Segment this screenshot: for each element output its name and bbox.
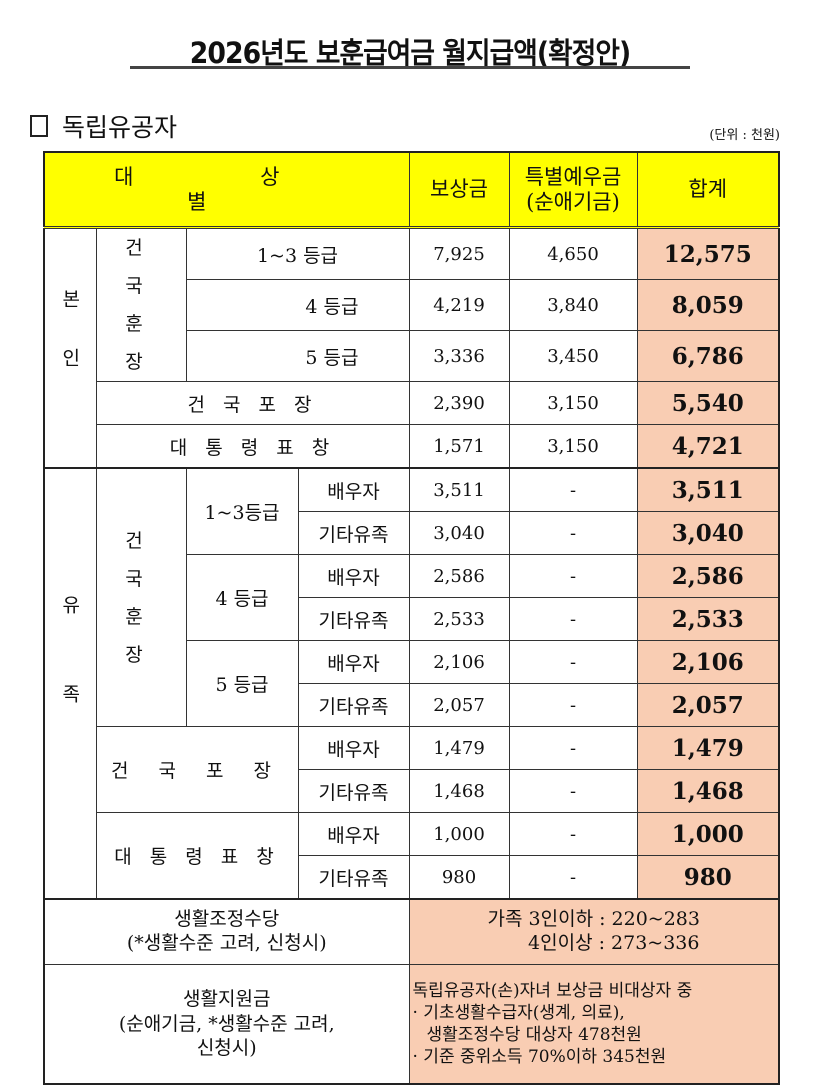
recipient-type: 기타유족 [297, 855, 410, 900]
special-cell: - [508, 554, 638, 598]
special-cell: 3,840 [508, 279, 638, 332]
row-label: 1~3 등급 [185, 226, 410, 281]
total-cell: 4,721 [636, 424, 780, 469]
compensation-cell: 2,390 [408, 381, 510, 425]
total-cell: 980 [636, 855, 780, 900]
compensation-cell: 980 [408, 855, 510, 900]
special-cell: - [508, 597, 638, 641]
living-support-label: 생활지원금 (순애기금, *생활수준 고려, 신청시) [43, 964, 410, 1085]
payment-table: 대 상 별 보상금 특별예우금 (순애기금) 합계 본인 건 국 훈 장 1~3 … [43, 151, 780, 1085]
compensation-cell: 1,000 [408, 812, 510, 856]
special-cell: 3,150 [508, 424, 638, 469]
row-label: 5 등급 [185, 330, 410, 382]
special-cell: 3,150 [508, 381, 638, 425]
recipient-type: 배우자 [297, 726, 410, 770]
total-cell: 1,479 [636, 726, 780, 770]
total-cell: 8,059 [636, 279, 780, 332]
total-cell: 2,106 [636, 640, 780, 684]
total-cell: 5,540 [636, 381, 780, 425]
special-cell: - [508, 726, 638, 770]
total-cell: 2,533 [636, 597, 780, 641]
section-heading: 독립유공자 [30, 108, 177, 144]
compensation-cell: 2,533 [408, 597, 510, 641]
special-cell: - [508, 467, 638, 512]
total-cell: 2,057 [636, 683, 780, 727]
total-cell: 1,000 [636, 812, 780, 856]
title-underline [130, 66, 690, 69]
recipient-type: 배우자 [297, 640, 410, 684]
compensation-cell: 2,106 [408, 640, 510, 684]
citation-label: 대 통 령 표 창 [95, 812, 299, 900]
special-cell: 4,650 [508, 226, 638, 281]
compensation-cell: 4,219 [408, 279, 510, 332]
group-bereaved: 유족 [43, 467, 97, 900]
grade-label: 4 등급 [185, 554, 299, 641]
page-title: 2026년도 보훈급여금 월지급액(확정안) [189, 36, 632, 70]
compensation-cell: 1,468 [408, 769, 510, 813]
compensation-cell: 1,571 [408, 424, 510, 469]
unit-label: (단위 : 천원) [709, 128, 780, 143]
header-compensation: 보상금 [408, 151, 510, 229]
recipient-type: 기타유족 [297, 769, 410, 813]
square-bullet-icon [30, 115, 48, 137]
compensation-cell: 3,511 [408, 467, 510, 512]
compensation-cell: 7,925 [408, 226, 510, 281]
section-title: 독립유공자 [62, 113, 178, 142]
recipient-type: 배우자 [297, 554, 410, 598]
grade-label: 1~3등급 [185, 467, 299, 555]
recipient-type: 기타유족 [297, 597, 410, 641]
total-cell: 2,586 [636, 554, 780, 598]
compensation-cell: 2,057 [408, 683, 510, 727]
recipient-type: 기타유족 [297, 511, 410, 555]
special-cell: - [508, 511, 638, 555]
header-special: 특별예우금 (순애기금) [508, 151, 638, 229]
row-label: 건 국 포 장 [95, 381, 410, 425]
living-adjustment-value: 가족 3인이하 : 220~283 4인이상 : 273~336 [408, 898, 780, 965]
total-cell: 3,511 [636, 467, 780, 512]
header-total: 합계 [636, 151, 780, 229]
group-self: 본인 [43, 227, 97, 469]
order-group-self: 건 국 훈 장 [95, 227, 187, 382]
total-cell: 12,575 [636, 226, 780, 281]
row-label: 4 등급 [185, 279, 410, 332]
special-cell: - [508, 769, 638, 813]
special-cell: - [508, 855, 638, 900]
special-cell: - [508, 640, 638, 684]
compensation-cell: 2,586 [408, 554, 510, 598]
total-cell: 1,468 [636, 769, 780, 813]
compensation-cell: 1,479 [408, 726, 510, 770]
special-cell: 3,450 [508, 330, 638, 382]
recipient-type: 기타유족 [297, 683, 410, 727]
special-cell: - [508, 683, 638, 727]
special-cell: - [508, 812, 638, 856]
row-label: 대 통 령 표 창 [95, 424, 410, 469]
total-cell: 6,786 [636, 330, 780, 382]
header-category: 대 상 별 [43, 151, 410, 229]
living-support-value: 독립유공자(손)자녀 보상금 비대상자 중 · 기초생활수급자(생계, 의료), 생… [408, 964, 780, 1085]
living-adjustment-label: 생활조정수당 (*생활수준 고려, 신청시) [43, 898, 410, 965]
grade-label: 5 등급 [185, 640, 299, 727]
medal-label: 건 국 포 장 [95, 726, 299, 813]
compensation-cell: 3,336 [408, 330, 510, 382]
order-group-bereaved: 건 국 훈 장 [95, 467, 187, 727]
total-cell: 3,040 [636, 511, 780, 555]
recipient-type: 배우자 [297, 812, 410, 856]
compensation-cell: 3,040 [408, 511, 510, 555]
recipient-type: 배우자 [297, 467, 410, 512]
